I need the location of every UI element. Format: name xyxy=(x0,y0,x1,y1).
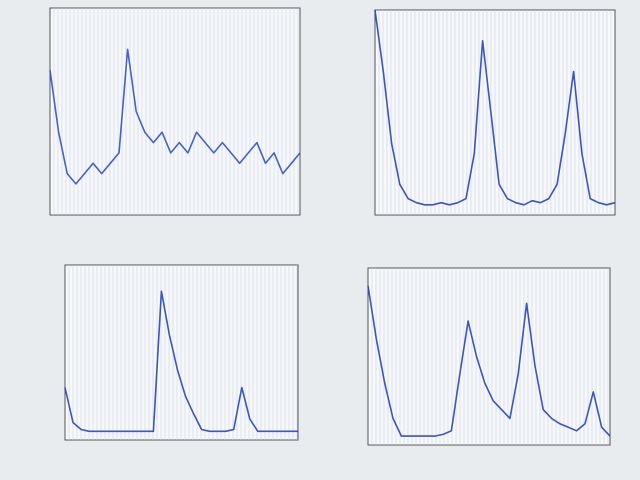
trace xyxy=(367,285,611,437)
plot-frame xyxy=(64,264,299,441)
plot-frame xyxy=(49,7,301,216)
trace xyxy=(49,48,301,185)
trace xyxy=(64,290,298,433)
trace xyxy=(374,9,616,206)
plot-frame xyxy=(367,267,611,446)
